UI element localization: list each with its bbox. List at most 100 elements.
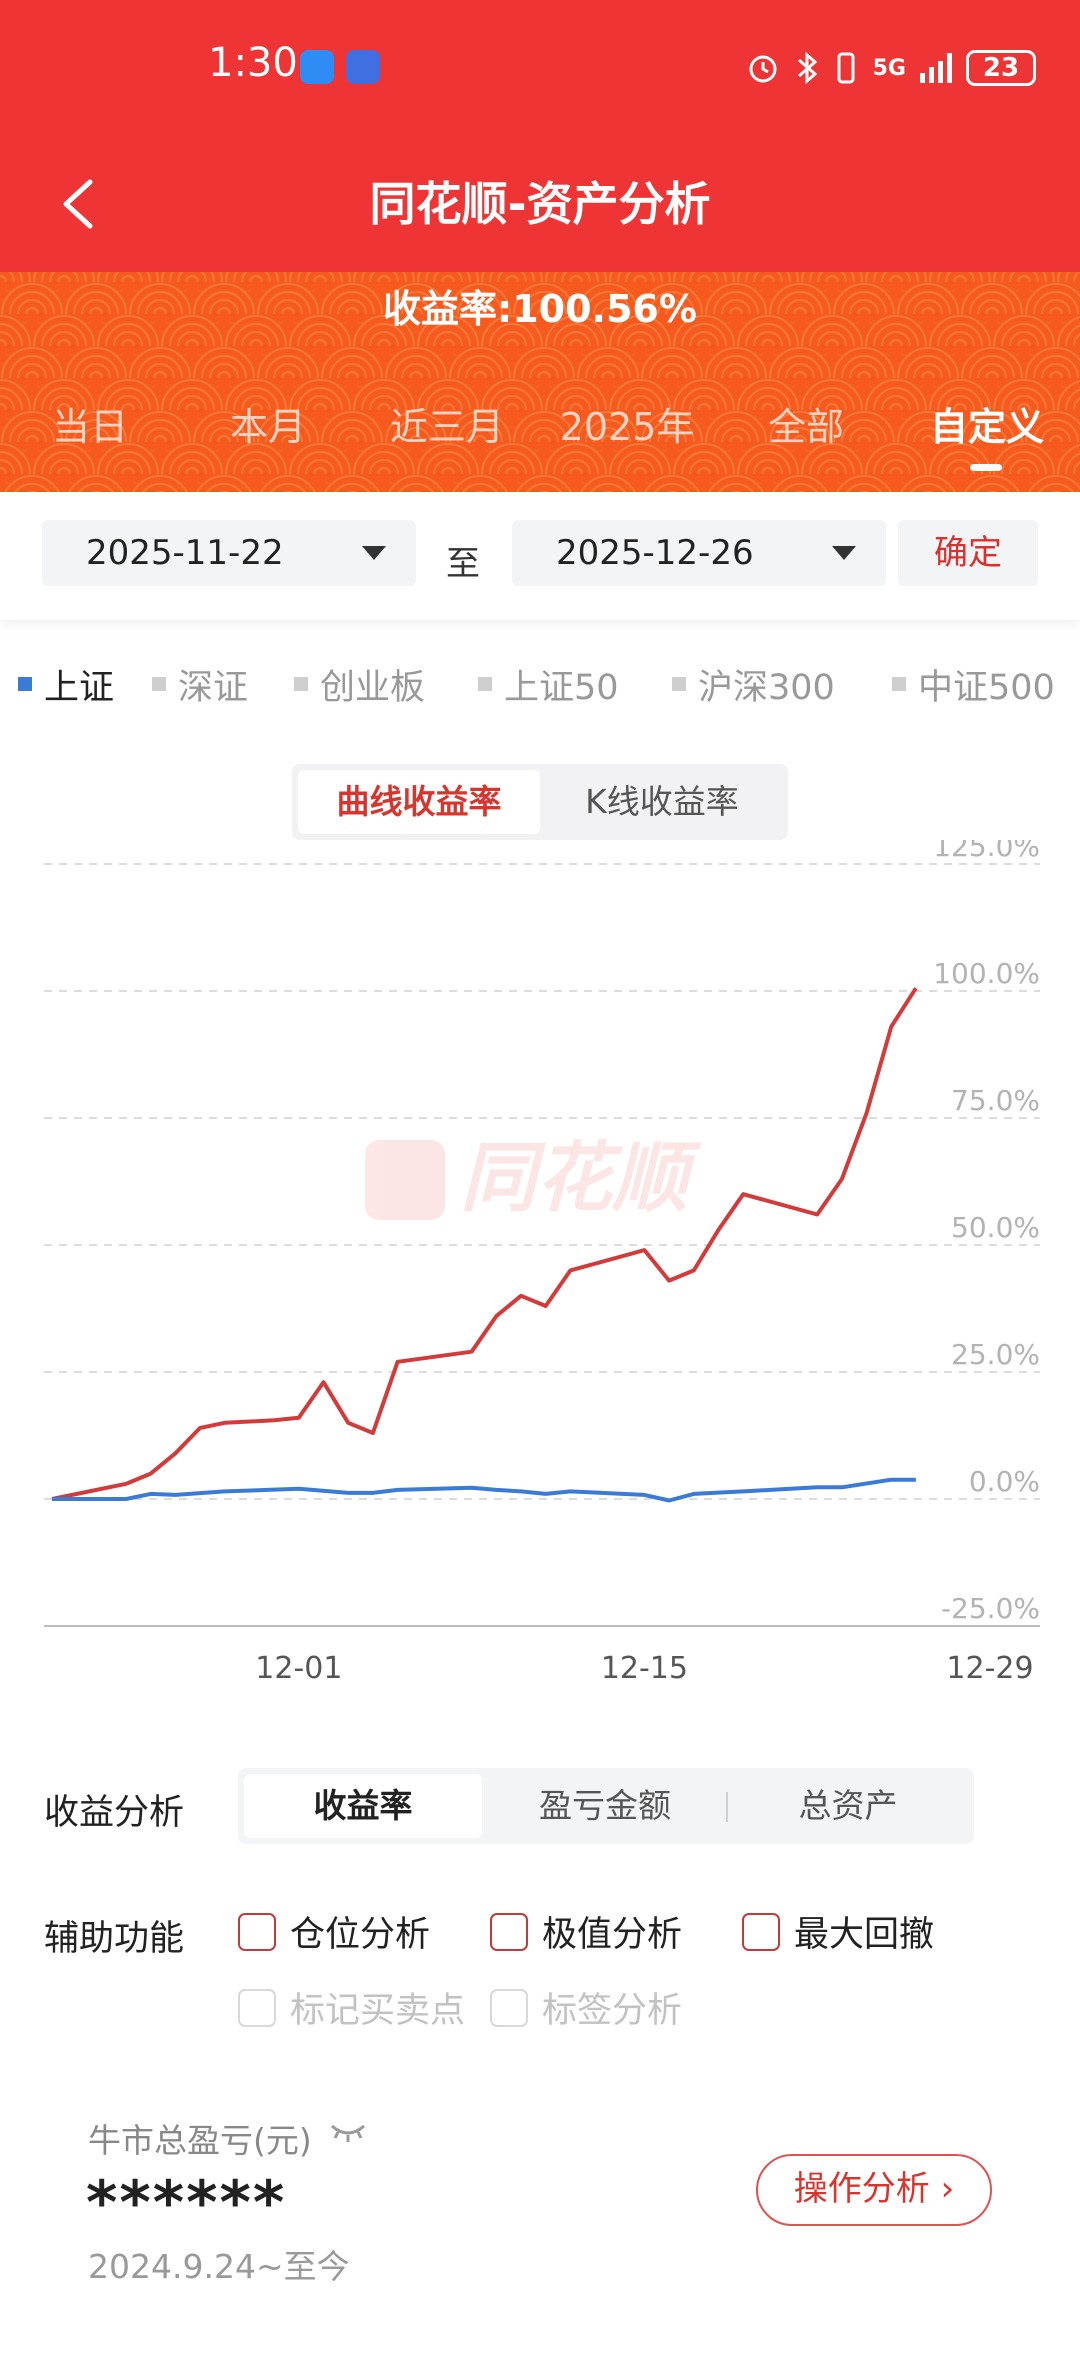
eye-closed-icon[interactable] bbox=[328, 2120, 368, 2144]
extreme-analysis-checkbox[interactable]: 极值分析 bbox=[490, 1906, 682, 1957]
wave-arc bbox=[513, 283, 575, 315]
wave-arc bbox=[609, 379, 671, 411]
watermark-text: 同花顺 bbox=[460, 1133, 702, 1222]
wave-arc bbox=[609, 443, 671, 475]
benchmark-label: 沪深300 bbox=[698, 667, 835, 708]
wave-arc bbox=[681, 323, 727, 347]
wave-arc bbox=[369, 272, 399, 283]
wave-arc bbox=[793, 435, 807, 443]
wave-arc bbox=[909, 483, 947, 492]
max-drawdown-checkbox[interactable]: 最大回撤 bbox=[742, 1906, 934, 1957]
tab-custom[interactable]: 自定义 bbox=[929, 405, 1044, 449]
wave-arc bbox=[73, 419, 119, 443]
wave-arc bbox=[121, 339, 135, 347]
wave-arc bbox=[585, 355, 631, 379]
wave-arc bbox=[393, 291, 439, 315]
wave-arc bbox=[777, 419, 823, 443]
wave-arc bbox=[297, 323, 343, 347]
wave-arc bbox=[841, 355, 887, 379]
wave-arc bbox=[977, 299, 1007, 315]
end-date-select[interactable]: 2025-12-26 bbox=[512, 520, 886, 586]
wave-arc bbox=[249, 403, 263, 411]
wave-arc bbox=[409, 435, 423, 443]
wave-arc bbox=[337, 427, 367, 443]
segment-yield-rate[interactable]: 收益率 bbox=[244, 1774, 482, 1838]
segment-total-assets[interactable]: 总资产 bbox=[798, 1786, 898, 1825]
benchmark-szse[interactable]: 深证 bbox=[152, 656, 248, 712]
wave-arc bbox=[929, 443, 991, 475]
wave-arc bbox=[769, 411, 831, 443]
wave-arc bbox=[857, 371, 871, 379]
wave-arc bbox=[481, 379, 543, 411]
wave-arc bbox=[785, 363, 815, 379]
wave-arc bbox=[265, 291, 311, 315]
wave-arc bbox=[81, 299, 111, 315]
wave-arc bbox=[129, 283, 191, 315]
wave-arc bbox=[937, 323, 983, 347]
wave-arc bbox=[865, 379, 927, 411]
wave-arc bbox=[305, 272, 335, 283]
wave-arc bbox=[153, 435, 167, 443]
aux-label: 辅助功能 bbox=[44, 1919, 185, 1959]
wave-arc bbox=[297, 272, 343, 283]
wave-arc bbox=[1001, 451, 1047, 475]
checkbox-box bbox=[490, 1988, 528, 2027]
chat-app-icon bbox=[300, 50, 334, 84]
wave-arc bbox=[321, 411, 383, 443]
wave-arc bbox=[857, 307, 871, 315]
wave-arc bbox=[1041, 299, 1071, 315]
date-range-row: 2025-11-22 至 2025-12-26 确定 bbox=[0, 492, 1080, 620]
wave-arc bbox=[97, 443, 159, 475]
wave-arc bbox=[105, 451, 151, 475]
tab-all[interactable]: 全部 bbox=[767, 405, 844, 449]
legend-marker bbox=[672, 677, 686, 691]
operation-analysis-button[interactable]: 操作分析 › bbox=[756, 2154, 992, 2226]
benchmark-csi500[interactable]: 中证500 bbox=[892, 656, 1055, 712]
wave-arc bbox=[33, 315, 95, 347]
signal-icon bbox=[920, 53, 952, 83]
wave-arc bbox=[0, 395, 15, 411]
wave-arc bbox=[73, 355, 119, 379]
page-title: 同花顺-资产分析 bbox=[369, 177, 711, 231]
tab-year-2025[interactable]: 2025年 bbox=[559, 405, 695, 449]
wave-arc bbox=[9, 291, 55, 315]
bluetooth-icon bbox=[797, 51, 817, 85]
tab-three-months[interactable]: 近三月 bbox=[389, 405, 504, 449]
wave-arc bbox=[1017, 339, 1031, 347]
confirm-button[interactable]: 确定 bbox=[898, 520, 1038, 586]
wave-arc bbox=[177, 395, 207, 411]
benchmark-chinext[interactable]: 创业板 bbox=[294, 656, 425, 712]
legend-marker bbox=[152, 677, 166, 691]
wave-arc bbox=[233, 272, 279, 283]
wave-arc bbox=[473, 435, 487, 443]
kline-yield-tab[interactable]: K线收益率 bbox=[585, 782, 739, 821]
back-button[interactable] bbox=[50, 174, 110, 234]
wave-arc bbox=[993, 315, 1055, 347]
benchmark-csi300[interactable]: 沪深300 bbox=[672, 656, 835, 712]
segment-profit-loss[interactable]: 盈亏金额 bbox=[539, 1786, 671, 1825]
alarm-icon bbox=[749, 55, 777, 83]
wave-arc bbox=[641, 411, 703, 443]
wave-arc bbox=[537, 307, 551, 315]
end-date-value: 2025-12-26 bbox=[556, 533, 754, 573]
curve-yield-tab[interactable]: 曲线收益率 bbox=[298, 770, 540, 834]
wave-arc bbox=[41, 272, 87, 283]
wave-arc bbox=[817, 331, 847, 347]
tab-this-month[interactable]: 本月 bbox=[229, 405, 306, 449]
wave-arc bbox=[273, 427, 303, 443]
wave-arc bbox=[505, 403, 519, 411]
wave-arc bbox=[633, 275, 647, 283]
wave-arc bbox=[137, 419, 183, 443]
wave-arc bbox=[1001, 387, 1047, 411]
tab-today[interactable]: 当日 bbox=[51, 405, 128, 449]
wave-arc bbox=[57, 339, 71, 347]
wave-arc bbox=[289, 443, 351, 475]
position-analysis-checkbox[interactable]: 仓位分析 bbox=[238, 1906, 430, 1957]
start-date-select[interactable]: 2025-11-22 bbox=[42, 520, 416, 586]
wave-arc bbox=[665, 435, 679, 443]
wave-arc bbox=[481, 443, 543, 475]
wave-arc bbox=[1033, 291, 1079, 315]
benchmark-sse50[interactable]: 上证50 bbox=[478, 656, 619, 712]
wave-arc bbox=[481, 315, 543, 347]
benchmark-sse[interactable]: 上证 bbox=[18, 656, 114, 712]
